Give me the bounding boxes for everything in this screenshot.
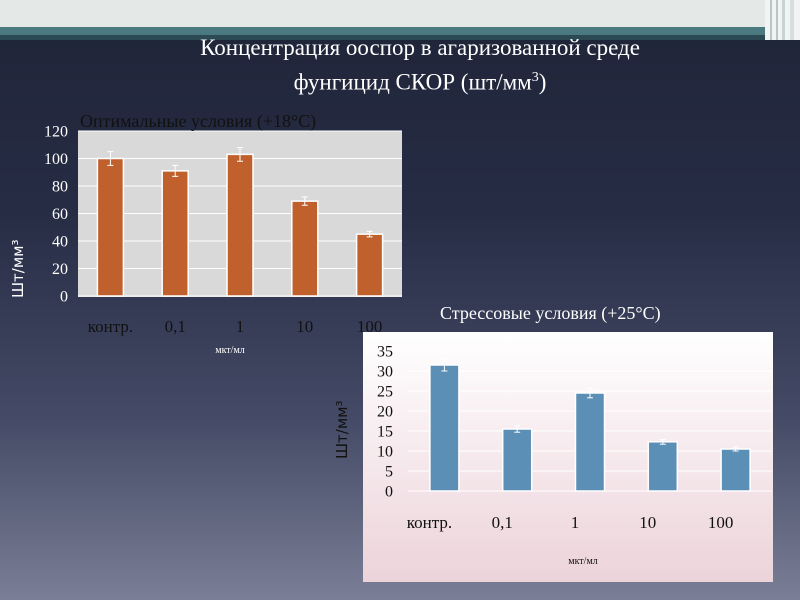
bar [574, 392, 606, 492]
title-tail: ) [538, 69, 547, 95]
chart-optimal: 0 20 40 60 80 100 120 контр. 0,1 1 10 100 Оптималь… [9, 111, 402, 356]
bars [96, 147, 384, 297]
title-line-1: Концентрация ооспор в агаризованной сред… [200, 35, 640, 60]
bar [720, 448, 751, 492]
bar [161, 170, 189, 297]
title-line-2: фунгицид СКОР (шт/мм3) [0, 63, 800, 98]
y-tick-labels: 0 5 10 15 20 25 30 35 [377, 344, 393, 501]
x-tick-labels: контр. 0,1 1 10 100 [407, 513, 734, 532]
bar [226, 153, 254, 297]
y-axis-label: Шт/мм³ [9, 240, 27, 298]
y-axis-label: Шт/мм³ [333, 401, 351, 459]
slide-title: Концентрация ооспор в агаризованной сред… [0, 33, 800, 98]
y-tick-label: 15 [377, 424, 393, 441]
bar [291, 200, 319, 297]
bar [501, 428, 533, 492]
chart-panel [363, 332, 773, 582]
y-tick-label: 120 [44, 124, 68, 141]
title-superscript: 3 [531, 70, 539, 85]
x-tick-label: 100 [708, 513, 734, 532]
x-tick-label: 100 [357, 317, 383, 336]
y-tick-label: 20 [52, 261, 68, 278]
x-tick-label: 0,1 [165, 317, 186, 336]
x-tick-labels: контр. 0,1 1 10 100 [88, 317, 383, 336]
x-tick-label: 1 [236, 317, 245, 336]
bar [429, 364, 460, 492]
x-tick-label: контр. [407, 513, 452, 532]
chart-title: Стрессовые условия (+25°С) [440, 303, 661, 324]
bar [96, 157, 125, 297]
x-tick-label: 1 [571, 513, 580, 532]
x-tick-label: 10 [296, 317, 313, 336]
y-tick-label: 35 [377, 344, 393, 361]
y-tick-label: 30 [377, 364, 393, 381]
y-tick-label: 25 [377, 384, 393, 401]
bar [647, 441, 679, 492]
y-tick-label: 80 [52, 179, 68, 196]
x-tick-label: 10 [639, 513, 656, 532]
y-tick-label: 20 [377, 404, 393, 421]
x-tick-label: контр. [88, 317, 133, 336]
y-tick-label: 100 [44, 151, 68, 168]
bar [355, 233, 384, 297]
x-tick-label: 0,1 [492, 513, 513, 532]
header-band [0, 0, 800, 40]
y-tick-label: 0 [385, 484, 393, 501]
chart-title: Оптимальные условия (+18°С) [80, 111, 316, 132]
x-axis-label: мкт/мл [215, 345, 245, 356]
bars [429, 358, 751, 492]
y-tick-label: 10 [377, 444, 393, 461]
y-tick-label: 60 [52, 206, 68, 223]
y-tick-label: 0 [60, 289, 68, 306]
y-tick-label: 5 [385, 464, 393, 481]
y-tick-label: 40 [52, 234, 68, 251]
chart-stress: Стрессовые условия (+25°С) 0 5 10 15 20 25 30 3… [333, 303, 773, 582]
x-axis-label: мкт/мл [568, 556, 598, 567]
y-tick-labels: 0 20 40 60 80 100 120 [44, 124, 68, 306]
title-text: фунгицид СКОР (шт/мм [293, 69, 532, 95]
